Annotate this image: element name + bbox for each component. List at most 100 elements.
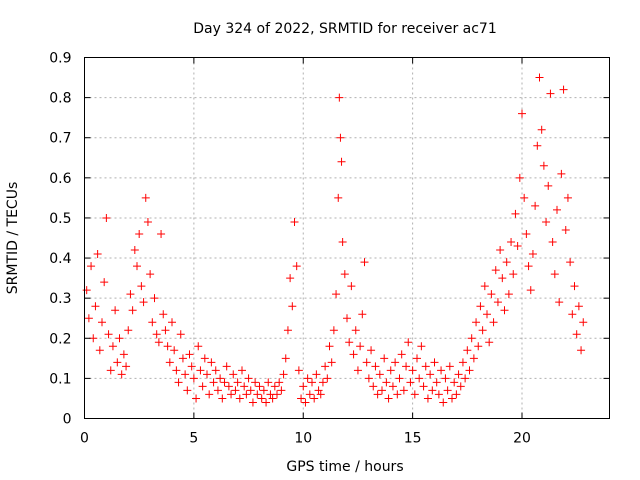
data-point [310,394,319,403]
data-point [316,390,325,399]
data-point [194,342,203,351]
data-point [253,390,262,399]
data-point [332,290,341,299]
data-point [463,346,472,355]
data-point [111,306,120,315]
data-point [303,374,312,383]
data-point [513,242,522,251]
data-point [345,338,354,347]
chart-title: Day 324 of 2022, SRMTID for receiver ac7… [193,21,497,37]
data-point [353,366,362,375]
data-point [384,394,393,403]
data-point [337,157,346,166]
data-point [106,366,115,375]
data-point [104,330,113,339]
data-point [515,173,524,182]
y-tick-label: 0.1 [49,371,71,387]
data-point [448,394,456,403]
data-point [375,370,384,379]
data-point [209,378,218,387]
data-point [152,330,161,339]
data-point [347,282,356,291]
data-point [192,394,201,403]
data-point [89,334,98,343]
data-point [500,306,509,315]
data-point [297,394,306,403]
data-point [259,386,268,395]
data-point [270,382,279,391]
data-point [159,310,168,319]
data-point [189,374,198,383]
data-point [487,290,496,299]
data-point [161,326,170,335]
data-point [84,314,93,323]
data-point [382,378,391,387]
data-point [117,370,126,379]
data-point [421,362,430,371]
x-tick-label: 10 [294,431,312,447]
y-tick-label: 0.2 [49,331,71,347]
data-point [213,386,222,395]
data-point [220,378,229,387]
data-point [502,258,511,267]
data-point [570,282,579,291]
data-point [183,386,192,395]
data-point [397,350,406,359]
x-tick-labels: 0 5 10 15 20 [80,431,531,447]
data-point [216,374,225,383]
data-point [491,266,500,275]
axis-ticks [84,57,610,419]
data-point [211,366,220,375]
data-point [137,282,146,291]
y-tick-label: 0.3 [49,291,71,307]
data-point [522,229,531,238]
x-tick-label: 15 [404,431,422,447]
data-point [122,362,131,371]
data-point [469,354,478,363]
y-tick-label: 0.8 [49,91,71,107]
data-point [275,378,284,387]
data-point [139,298,148,307]
data-point [135,229,144,238]
x-tick-label: 20 [513,431,531,447]
data-point [386,366,395,375]
data-point [198,382,207,391]
data-point [82,286,91,295]
data-point [472,318,481,327]
data-point [388,382,397,391]
data-point [231,386,240,395]
data-point [305,390,314,399]
data-point [102,213,111,222]
data-point [544,181,553,190]
data-point [465,366,474,375]
data-point [279,370,288,379]
y-tick-labels: 0 0.1 0.2 0.3 0.4 0.5 0.6 0.7 0.8 0.9 [49,51,71,428]
data-point [218,394,227,403]
data-point [443,386,452,395]
data-point [200,354,209,363]
data-point [373,390,382,399]
data-point [87,262,96,271]
data-point [340,270,349,279]
data-point [402,362,411,371]
data-point [461,374,470,383]
data-point [559,85,568,94]
data-point [553,205,561,214]
data-point [181,370,190,379]
data-point [415,374,424,383]
data-point [312,370,321,379]
data-point [130,246,139,255]
data-point [168,318,176,327]
data-point [196,366,205,375]
data-point [528,250,537,259]
data-point [240,382,249,391]
data-point [93,250,102,259]
data-point [257,394,266,403]
y-tick-label: 0.5 [49,211,71,227]
data-point [205,390,214,399]
data-point [323,374,332,383]
grid-lines [84,57,610,419]
data-point [423,394,432,403]
data-point [336,133,345,142]
